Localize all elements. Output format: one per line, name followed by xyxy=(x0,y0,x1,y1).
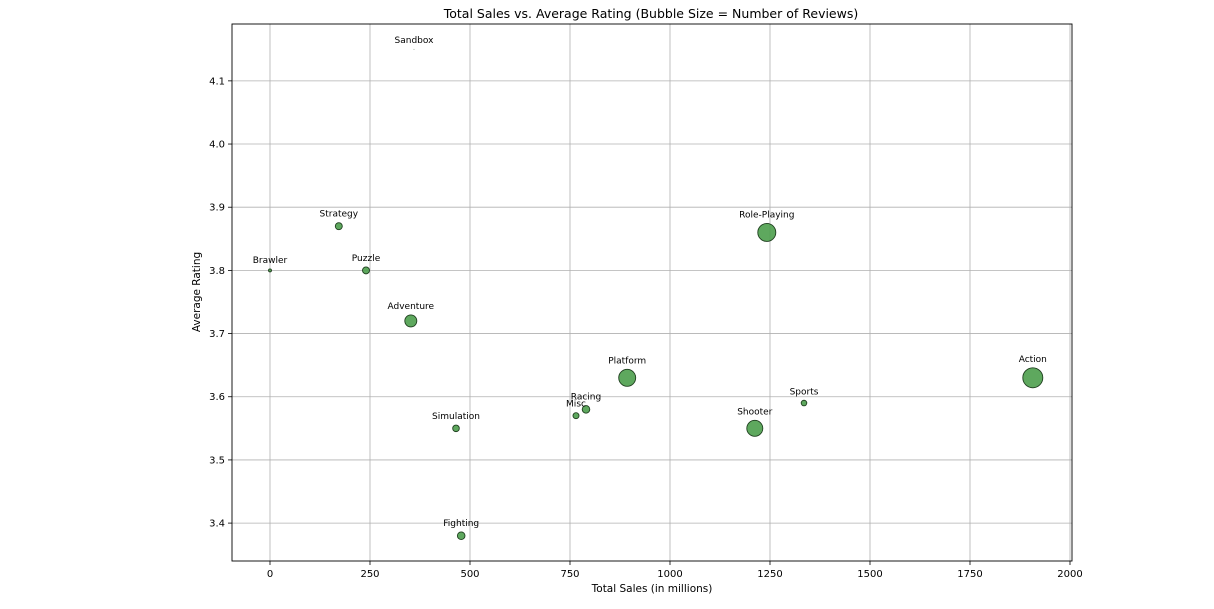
grid-layer xyxy=(232,24,1072,561)
bubble-label-sports: Sports xyxy=(790,387,819,397)
bubble-label-shooter: Shooter xyxy=(737,407,772,417)
bubble-label-fighting: Fighting xyxy=(443,519,479,529)
bubble-label-puzzle: Puzzle xyxy=(352,254,381,264)
chart-title: Total Sales vs. Average Rating (Bubble S… xyxy=(443,6,859,21)
x-tick-label: 1750 xyxy=(957,569,982,580)
bubble-action xyxy=(1022,367,1044,389)
bubble-misc xyxy=(572,412,580,420)
x-tick-label: 750 xyxy=(560,569,579,580)
bubble-strategy xyxy=(334,222,343,231)
plot-frame xyxy=(231,23,1073,562)
bubble-shooter xyxy=(746,419,764,437)
bubble-label-simulation: Simulation xyxy=(432,412,480,422)
y-tick-label: 3.7 xyxy=(209,329,225,340)
bubble-label-role-playing: Role-Playing xyxy=(739,210,794,220)
bubble-role-playing xyxy=(757,223,777,242)
bubble-brawler xyxy=(268,268,272,273)
y-tick-label: 3.9 xyxy=(209,203,225,214)
x-tick-label: 1250 xyxy=(757,569,782,580)
y-tick-label: 3.5 xyxy=(209,455,225,466)
x-tick-label: 0 xyxy=(267,569,273,580)
y-tick-label: 3.8 xyxy=(209,266,225,277)
bubble-label-sandbox: Sandbox xyxy=(395,36,435,46)
bubble-racing xyxy=(581,405,591,414)
bubble-label-brawler: Brawler xyxy=(253,256,288,266)
bubble-fighting xyxy=(456,531,466,540)
bubble-adventure xyxy=(404,314,418,328)
x-tick-label: 1000 xyxy=(657,569,682,580)
y-tick-label: 4.1 xyxy=(209,76,225,87)
bubble-puzzle xyxy=(362,266,370,275)
bubble-label-adventure: Adventure xyxy=(388,302,435,312)
bubble-label-action: Action xyxy=(1019,355,1047,365)
y-tick-label: 4.0 xyxy=(209,140,225,151)
bubble-label-racing: Racing xyxy=(571,393,601,403)
x-tick-label: 250 xyxy=(360,569,379,580)
bubble-label-misc: Misc xyxy=(566,400,586,410)
bubble-platform xyxy=(618,368,637,387)
x-axis-label: Total Sales (in millions) xyxy=(591,583,713,595)
bubble-sports xyxy=(800,399,808,407)
bubble-label-platform: Platform xyxy=(608,356,646,366)
y-tick-label: 3.4 xyxy=(209,519,225,530)
x-tick-label: 500 xyxy=(460,569,479,580)
points-layer: Sandbox Strategy Brawler Puzzle Adventure Rol… xyxy=(253,36,1047,540)
ticks-layer: 0 250 500 750 1000 1250 1500 1750 2000 3.4 3.5 3.6 3… xyxy=(209,76,1083,580)
bubble-simulation xyxy=(452,424,460,433)
y-tick-label: 3.6 xyxy=(209,392,225,403)
x-tick-label: 1500 xyxy=(857,569,882,580)
bubble-label-strategy: Strategy xyxy=(320,210,359,220)
x-tick-label: 2000 xyxy=(1057,569,1082,580)
y-axis-label: Average Rating xyxy=(191,252,203,332)
